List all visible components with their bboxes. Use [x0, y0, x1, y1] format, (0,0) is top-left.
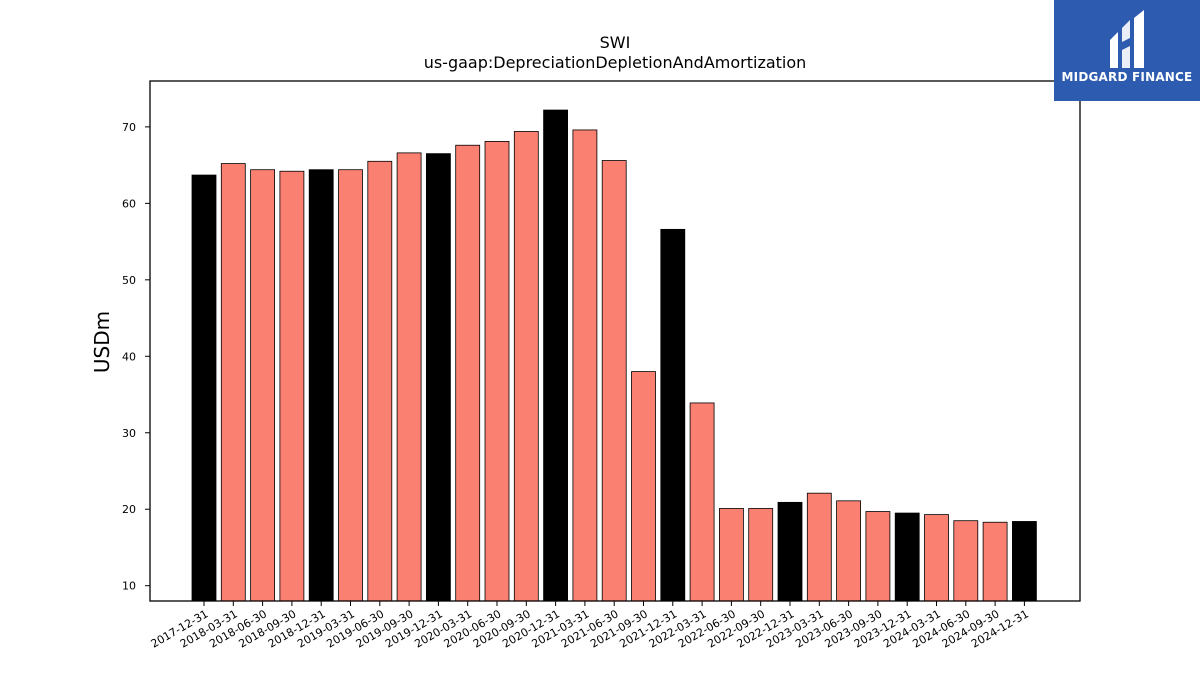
bar-2023-09-30	[865, 511, 891, 602]
y-axis-label: USDm	[90, 311, 114, 373]
bars-group	[191, 109, 1037, 602]
bar-2022-06-30	[719, 508, 744, 602]
y-tick-label: 60	[122, 197, 136, 210]
bar-2018-12-31	[308, 169, 334, 602]
y-axis-ticks: 10 20 30 40 50 60 70	[122, 121, 150, 593]
bar-2019-03-31	[338, 169, 363, 602]
bar-2024-03-31	[924, 514, 949, 602]
y-tick-label: 50	[122, 274, 136, 287]
bar-2017-12-31	[191, 174, 217, 602]
bar-2021-03-31	[572, 129, 598, 602]
bar-2020-12-31	[543, 109, 568, 602]
bar-2020-06-30	[484, 141, 510, 602]
bar-2019-06-30	[367, 160, 393, 602]
bar-2024-06-30	[953, 520, 979, 602]
y-tick-label: 40	[122, 350, 136, 363]
brand-logo: MIDGARD FINANCE	[1054, 0, 1200, 101]
bar-2020-09-30	[513, 131, 539, 602]
y-tick-label: 70	[122, 121, 136, 134]
bar-2023-06-30	[836, 500, 861, 602]
bar-2021-09-30	[631, 371, 656, 602]
bar-2021-06-30	[601, 160, 627, 602]
bar-2022-03-31	[689, 402, 715, 602]
brand-name: MIDGARD FINANCE	[1061, 70, 1193, 84]
y-tick-label: 20	[122, 503, 136, 516]
midgard-logo-icon	[1110, 10, 1144, 68]
bar-2022-12-31	[777, 501, 803, 602]
x-axis-ticks: 2017-12-312018-03-312018-06-302018-09-30…	[149, 601, 1031, 651]
plot-frame	[149, 80, 1081, 602]
bar-2019-09-30	[396, 152, 422, 602]
bar-2018-06-30	[250, 169, 276, 602]
bar-2024-09-30	[982, 521, 1008, 602]
y-tick-label: 10	[122, 580, 136, 593]
bar-2020-03-31	[455, 144, 481, 602]
bar-2024-12-31	[1012, 521, 1037, 602]
bar-2022-09-30	[748, 508, 774, 602]
bar-2018-09-30	[279, 170, 305, 602]
bar-2023-12-31	[894, 512, 920, 602]
y-tick-label: 30	[122, 427, 136, 440]
chart-subtitle: us-gaap:DepreciationDepletionAndAmortiza…	[424, 53, 807, 72]
bar-2023-03-31	[806, 492, 832, 602]
bar-2019-12-31	[425, 153, 451, 602]
bar-2021-12-31	[660, 228, 686, 602]
bar-2018-03-31	[220, 163, 246, 602]
chart-title: SWI	[600, 33, 631, 52]
